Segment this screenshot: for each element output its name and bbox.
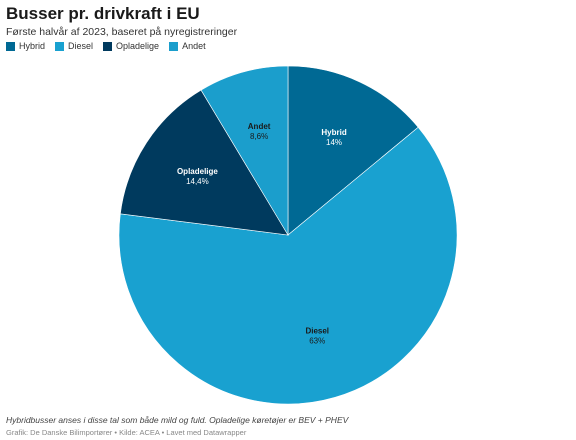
legend-swatch [169,41,179,51]
chart-subtitle: Første halvår af 2023, baseret på nyregi… [6,26,238,38]
slice-value-opladelige: 14,4% [186,177,209,186]
slice-value-diesel: 63% [309,337,325,346]
pie-slice-andet [200,65,289,237]
legend-item-opladelige: Opladelige [103,41,159,51]
chart-source: Grafik: De Danske Bilimportører • Kilde:… [6,428,247,437]
legend-item-diesel: Diesel [55,41,93,51]
legend-label: Diesel [68,41,94,51]
legend-item-andet: Andet [169,41,206,51]
legend-swatch [103,41,113,51]
legend-label: Andet [182,41,206,51]
slice-value-andet: 8,6% [250,132,268,141]
pie-slice-opladelige [119,89,289,236]
pie-slice-hybrid [287,65,419,236]
slice-label-hybrid: Hybrid [321,128,346,137]
legend-swatch [55,41,65,51]
legend-item-hybrid: Hybrid [6,41,45,51]
slice-value-hybrid: 14% [326,138,342,147]
slice-label-diesel: Diesel [305,327,329,336]
chart-notes: Hybridbusser anses i disse tal som både … [6,415,349,425]
legend: Hybrid Diesel Opladelige Andet [6,41,206,51]
legend-label: Opladelige [116,41,160,51]
slice-label-andet: Andet [248,122,271,131]
legend-label: Hybrid [19,41,46,51]
chart-title: Busser pr. drivkraft i EU [6,4,200,23]
slice-label-opladelige: Opladelige [177,167,218,176]
legend-swatch [6,41,15,51]
pie-slice-diesel [118,126,458,405]
